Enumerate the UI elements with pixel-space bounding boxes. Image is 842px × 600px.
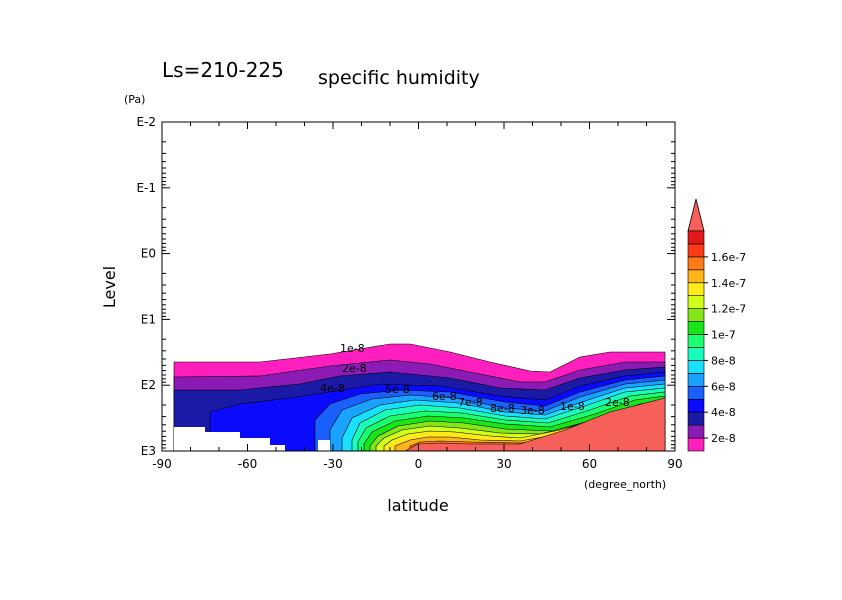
band-overflow (404, 397, 666, 451)
x-unit-label: (degree_north) (584, 478, 666, 491)
missing-data-region (174, 427, 285, 451)
contour-label: 1e-8 (340, 342, 365, 355)
colorbar-swatch (687, 295, 705, 309)
y-tick-label: E3 (141, 444, 156, 458)
colorbar-swatch (687, 308, 705, 322)
colorbar-swatch (687, 334, 705, 348)
contour-label: 2e-8 (605, 396, 630, 409)
contour-label: 1e-8 (560, 400, 585, 413)
contour-label: 3e-8 (520, 404, 545, 417)
colorbar-label: 8e-8 (711, 354, 736, 367)
colorbar-label: 1.2e-7 (711, 303, 746, 316)
colorbar-label: 1.6e-7 (711, 251, 746, 264)
y-unit-label: (Pa) (124, 93, 145, 106)
colorbar-swatch (687, 360, 705, 374)
colorbar-label: 1.4e-7 (711, 277, 746, 290)
colorbar-swatch (687, 347, 705, 361)
colorbar-label: 1e-7 (711, 329, 736, 342)
colorbar-label: 2e-8 (711, 432, 736, 445)
x-axis-title: latitude (387, 496, 448, 515)
x-tick-label: -60 (238, 457, 258, 471)
chart-variable-name: specific humidity (318, 67, 480, 89)
contour-label: 4e-8 (320, 382, 345, 395)
missing-data-region-right (318, 440, 330, 451)
contour-plot-area (162, 122, 675, 451)
colorbar-swatch (687, 424, 705, 439)
colorbar-swatch (687, 398, 705, 413)
contour-label: 5e-8 (385, 383, 410, 396)
colorbar-label: 4e-8 (711, 406, 736, 419)
colorbar-swatch (687, 385, 705, 400)
colorbar-swatch (687, 373, 705, 387)
chart-title: Ls=210-225 (162, 58, 284, 82)
contour-label: 2e-8 (342, 362, 367, 375)
x-tick-label: 0 (415, 457, 423, 471)
y-tick-label: E-2 (136, 115, 156, 129)
x-tick-label: -30 (323, 457, 343, 471)
y-tick-label: E1 (141, 312, 156, 326)
y-tick-label: E2 (141, 378, 156, 392)
contour-label: 6e-8 (432, 390, 457, 403)
colorbar-swatch (687, 282, 705, 297)
y-axis: E-2 E-1 E0 E1 E2 E3 (136, 115, 675, 458)
colorbar-swatch (687, 321, 705, 335)
colorbar: 1.6e-7 1.4e-7 1.2e-7 1e-7 8e-8 6e-8 4e-8 2e-8 (687, 198, 746, 452)
x-tick-label: 30 (496, 457, 511, 471)
colorbar-overflow-triangle (687, 198, 705, 232)
contour-label: 8e-8 (490, 402, 515, 415)
colorbar-swatch (687, 437, 705, 452)
contour-label: 7e-8 (458, 396, 483, 409)
y-tick-label: E-1 (136, 181, 156, 195)
colorbar-swatch (687, 230, 705, 245)
y-tick-label: E0 (141, 247, 156, 261)
y-axis-title: Level (100, 266, 119, 308)
x-tick-label: 90 (667, 457, 682, 471)
x-tick-label: -90 (152, 457, 172, 471)
colorbar-swatch (687, 411, 705, 426)
x-tick-label: 60 (582, 457, 597, 471)
colorbar-swatch (687, 243, 705, 258)
colorbar-label: 6e-8 (711, 380, 736, 393)
colorbar-swatch (687, 269, 705, 284)
colorbar-swatch (687, 256, 705, 271)
x-axis: -90 -60 -30 0 30 60 90 (152, 122, 683, 471)
